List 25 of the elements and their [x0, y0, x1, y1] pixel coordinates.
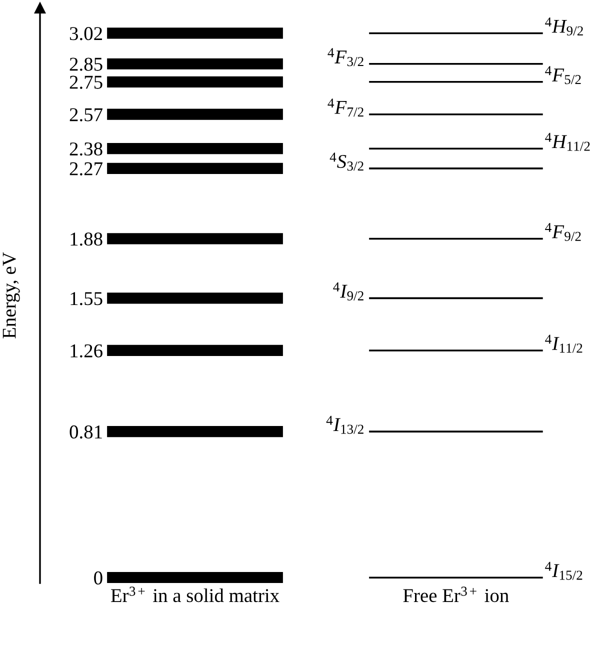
- ref-line-label: $^{4}$H$_{11/2}$: [545, 132, 590, 151]
- y-tick-label: 2.38: [70, 142, 102, 156]
- y-axis-title: Energy, eV: [2, 252, 20, 338]
- y-tick-label: 0.81: [70, 425, 102, 439]
- ref-line-label: $^{4}$F$_{5/2}$: [545, 66, 581, 84]
- y-tick-label: 3.02: [70, 27, 102, 40]
- ref-line-label: $^{4}$S$_{3/2}$: [330, 152, 364, 171]
- y-tick-label: 1.88: [70, 232, 102, 246]
- ref-line-label: $^{4}$F$_{7/2}$: [328, 98, 364, 117]
- ref-line-label: $^{4}$I$_{11/2}$: [545, 334, 582, 353]
- x-tick-label: Free Er$^{3+}$ ion: [403, 586, 509, 602]
- y-tick-label: 0: [94, 571, 102, 585]
- x-tick-label: Er$^{3+}$ in a solid matrix: [110, 586, 280, 602]
- y-tick-label: 2.57: [70, 108, 102, 122]
- y-tick-label: 1.55: [70, 292, 102, 306]
- y-tick-label: 1.26: [70, 344, 102, 358]
- y-tick-label: 2.75: [70, 76, 102, 89]
- ref-line-label: $^{4}$I$_{15/2}$: [545, 562, 582, 580]
- ref-line-label: $^{4}$F$_{3/2}$: [328, 48, 364, 66]
- ref-line-label: $^{4}$H$_{9/2}$: [545, 17, 583, 36]
- y-tick-label: 2.27: [70, 162, 102, 176]
- ref-line-label: $^{4}$I$_{9/2}$: [333, 282, 364, 300]
- ref-line-label: $^{4}$F$_{9/2}$: [545, 222, 581, 241]
- y-tick-label: 2.85: [70, 58, 102, 71]
- ref-line-label: $^{4}$I$_{13/2}$: [326, 416, 364, 434]
